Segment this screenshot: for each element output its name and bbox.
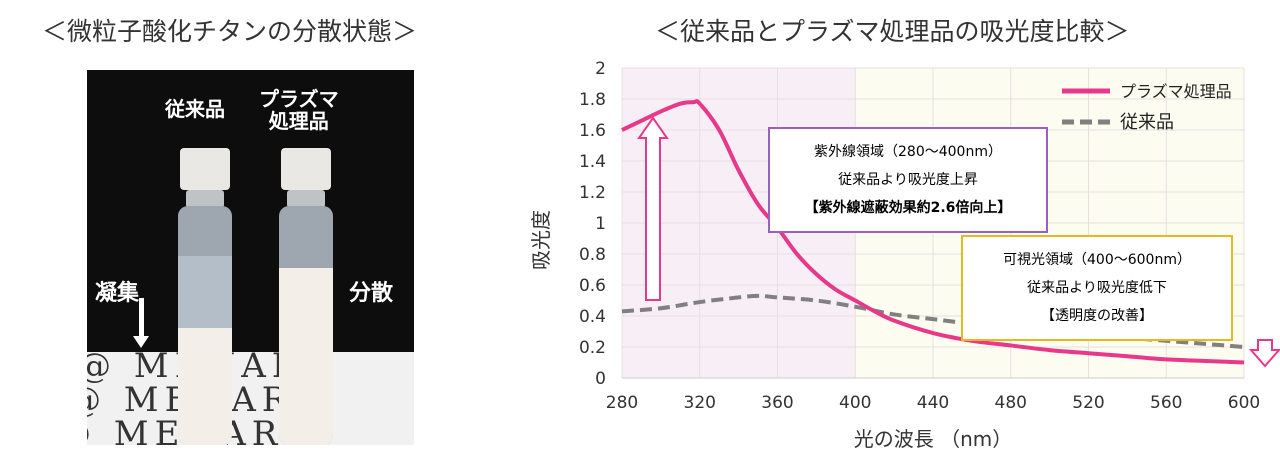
x-tick-label: 320 xyxy=(684,393,716,413)
x-tick-label: 360 xyxy=(761,393,793,413)
label-aggregation: 凝集 xyxy=(95,281,140,306)
photo-title: ＜微粒子酸化チタンの分散状態＞ xyxy=(42,17,418,46)
x-axis-label: 光の波長 （nm） xyxy=(854,427,1013,451)
visible-line-1: 可視光領域（400～600nm） xyxy=(1003,251,1191,268)
y-tick-label: 0 xyxy=(595,369,606,389)
label-plasma: プラズマ 処理品 xyxy=(259,88,339,132)
down-arrow-icon xyxy=(133,298,149,348)
y-tick-label: 0.2 xyxy=(579,338,606,358)
y-tick-label: 0.4 xyxy=(579,307,606,327)
chart-title: ＜従来品とプラズマ処理品の吸光度比較＞ xyxy=(655,17,1130,46)
up-arrow-icon xyxy=(637,116,669,301)
y-tick-label: 1 xyxy=(595,214,606,234)
x-tick-label: 480 xyxy=(995,393,1027,413)
series-line-plasma xyxy=(621,99,1245,365)
dispersion-photo: @ MENARD @ MENARD @ MENARD 従来品 プラズマ 処理品 … xyxy=(87,70,414,445)
legend: プラズマ処理品 従来品 xyxy=(1062,82,1232,133)
y-tick-label: 1.4 xyxy=(579,152,606,172)
x-tick-label: 600 xyxy=(1228,393,1260,413)
uv-line-2: 従来品より吸光度上昇 xyxy=(838,172,978,188)
y-tick-label: 1.2 xyxy=(579,183,606,203)
label-plasma-line2: 処理品 xyxy=(268,109,329,133)
label-conventional: 従来品 xyxy=(165,97,225,121)
label-dispersion: 分散 xyxy=(349,281,394,306)
uv-line-1: 紫外線領域（280～400nm） xyxy=(814,143,1002,160)
visible-line-3: 【透明度の改善】 xyxy=(1041,308,1153,324)
legend-label-plasma: プラズマ処理品 xyxy=(1120,82,1232,101)
uv-line-3: 【紫外線遮蔽効果約2.6倍向上】 xyxy=(805,199,1012,216)
y-tick-label: 1.8 xyxy=(579,90,606,110)
y-tick-label: 2 xyxy=(595,59,606,79)
x-tick-label: 440 xyxy=(917,393,949,413)
x-tick-label: 520 xyxy=(1072,393,1104,413)
down-arrow-icon xyxy=(1248,339,1280,368)
y-axis-label: 吸光度 xyxy=(529,210,553,270)
x-tick-label: 560 xyxy=(1150,393,1182,413)
x-tick-label: 280 xyxy=(606,393,638,413)
label-plasma-line1: プラズマ xyxy=(259,87,339,111)
y-tick-label: 0.8 xyxy=(579,245,606,265)
legend-label-conventional: 従来品 xyxy=(1120,112,1174,133)
visible-line-2: 従来品より吸光度低下 xyxy=(1027,280,1167,296)
y-tick-label: 0.6 xyxy=(579,276,606,296)
visible-annotation-box: 可視光領域（400～600nm） 従来品より吸光度低下 【透明度の改善】 xyxy=(961,235,1233,341)
y-tick-label: 1.6 xyxy=(579,121,606,141)
x-tick-label: 400 xyxy=(839,393,871,413)
uv-annotation-box: 紫外線領域（280～400nm） 従来品より吸光度上昇 【紫外線遮蔽効果約2.6… xyxy=(768,127,1048,233)
